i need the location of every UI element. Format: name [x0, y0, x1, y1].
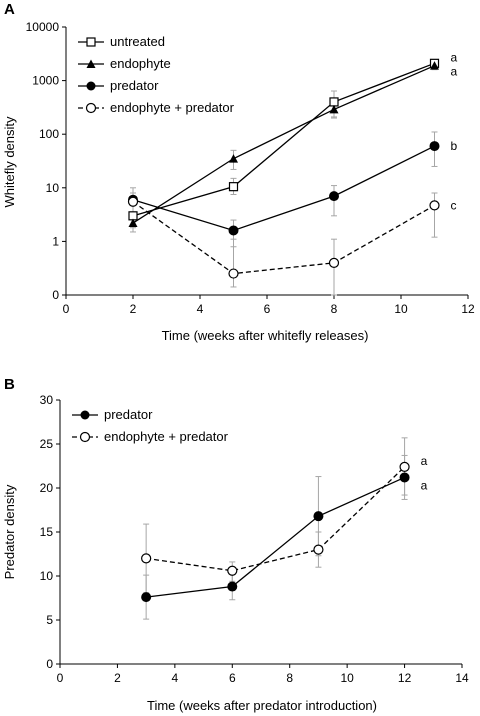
y-tick-label: 0 — [52, 288, 59, 302]
data-point — [429, 200, 440, 211]
data-point — [228, 268, 239, 279]
panel-a-markers — [127, 58, 440, 279]
legend-label: predator — [110, 78, 159, 93]
legend-marker — [86, 81, 96, 91]
y-tick-label: 10 — [46, 181, 60, 195]
x-tick-label: 12 — [461, 302, 475, 316]
legend-marker — [86, 37, 96, 47]
y-tick-label: 15 — [40, 525, 54, 539]
panel-a-x-axis-label: Time (weeks after whitefly releases) — [162, 328, 369, 343]
series-line-predator — [132, 145, 435, 232]
x-tick-label: 8 — [331, 302, 338, 316]
data-point — [430, 61, 439, 70]
panel-b-markers — [141, 461, 410, 603]
panel-b-legend: predator endophyte + predator — [72, 407, 229, 444]
panel-b-label: B — [4, 376, 15, 393]
data-point — [313, 544, 324, 555]
legend-marker — [80, 410, 90, 420]
data-point — [228, 225, 239, 236]
data-point — [229, 154, 238, 163]
data-point — [313, 511, 324, 522]
series-line-endophyte — [132, 65, 435, 224]
panel-a-significance-letters: aa b c — [451, 50, 458, 212]
data-point — [329, 97, 339, 107]
x-tick-label: 4 — [197, 302, 204, 316]
data-point — [328, 257, 340, 268]
significance-letter: a — [451, 50, 458, 64]
data-point — [228, 182, 239, 192]
y-tick-label: 10 — [40, 569, 54, 583]
significance-letter: c — [451, 198, 457, 212]
panel-a-legend: untreated endophyte predator endophyte + pr… — [78, 34, 235, 115]
y-tick-label: 1000 — [32, 74, 59, 88]
panel-a-error-bars — [130, 59, 438, 296]
legend-label: endophyte — [110, 56, 171, 71]
significance-letter: a — [451, 65, 458, 79]
data-point — [141, 592, 152, 603]
x-tick-label: 0 — [57, 671, 64, 685]
y-tick-label: 10000 — [26, 20, 60, 34]
data-point — [329, 104, 339, 114]
significance-letter: a — [421, 478, 428, 492]
x-tick-label: 8 — [286, 671, 293, 685]
legend-marker — [85, 102, 97, 114]
panel-a-label: A — [4, 1, 15, 18]
y-tick-label: 1 — [52, 234, 59, 248]
x-tick-label: 2 — [130, 302, 137, 316]
y-tick-label: 100 — [39, 127, 59, 141]
panel-b: B 0 2 4 6 8 10 12 14 0 5 10 15 20 25 30 aa predator end… — [2, 376, 469, 713]
y-tick-label: 5 — [46, 613, 53, 627]
panel-b-significance-letters: aa — [421, 454, 428, 493]
legend-marker — [79, 431, 91, 443]
y-tick-label: 0 — [46, 657, 53, 671]
data-point — [399, 472, 410, 483]
legend-label: predator — [104, 407, 153, 422]
legend-label: endophyte + predator — [110, 100, 235, 115]
panel-b-x-axis-label: Time (weeks after predator introduction) — [147, 698, 377, 713]
data-point — [227, 581, 238, 592]
x-tick-label: 6 — [229, 671, 236, 685]
panel-b-error-bars — [143, 437, 408, 620]
data-point — [429, 141, 440, 152]
data-point — [227, 565, 238, 576]
y-tick-label: 25 — [40, 437, 54, 451]
x-tick-label: 12 — [398, 671, 412, 685]
significance-letter: a — [421, 454, 428, 468]
x-tick-label: 0 — [63, 302, 70, 316]
panel-b-y-axis-label: Predator density — [2, 484, 17, 579]
series-line-endophyte-predator — [132, 201, 435, 275]
x-tick-label: 10 — [394, 302, 408, 316]
data-point — [399, 461, 410, 472]
x-tick-label: 2 — [114, 671, 121, 685]
data-point — [329, 191, 339, 202]
legend-label: endophyte + predator — [104, 429, 229, 444]
significance-letter: b — [451, 139, 458, 153]
panel-b-axes: 0 2 4 6 8 10 12 14 0 5 10 15 20 25 30 — [40, 393, 469, 685]
x-tick-label: 14 — [455, 671, 469, 685]
panel-b-series-lines — [146, 466, 406, 598]
panel-a-y-axis-label: Whitefly density — [2, 116, 17, 208]
series-line-endophyte-predator — [146, 466, 406, 572]
panel-a: A 0 2 4 6 8 10 12 0 1 10 100 1000 10000 aa b c untreat… — [2, 1, 475, 343]
legend-marker — [86, 59, 96, 68]
y-tick-label: 30 — [40, 393, 54, 407]
data-point — [127, 196, 139, 207]
panel-a-series-lines — [132, 62, 435, 275]
panel-a-axes: 0 2 4 6 8 10 12 0 1 10 100 1000 10000 — [26, 20, 475, 316]
data-point — [141, 553, 152, 564]
series-line-untreated — [132, 62, 435, 217]
data-point — [128, 218, 138, 228]
y-tick-label: 20 — [40, 481, 54, 495]
legend-label: untreated — [110, 34, 165, 49]
x-tick-label: 10 — [340, 671, 354, 685]
x-tick-label: 4 — [172, 671, 179, 685]
series-line-predator — [146, 476, 405, 598]
x-tick-label: 6 — [264, 302, 271, 316]
